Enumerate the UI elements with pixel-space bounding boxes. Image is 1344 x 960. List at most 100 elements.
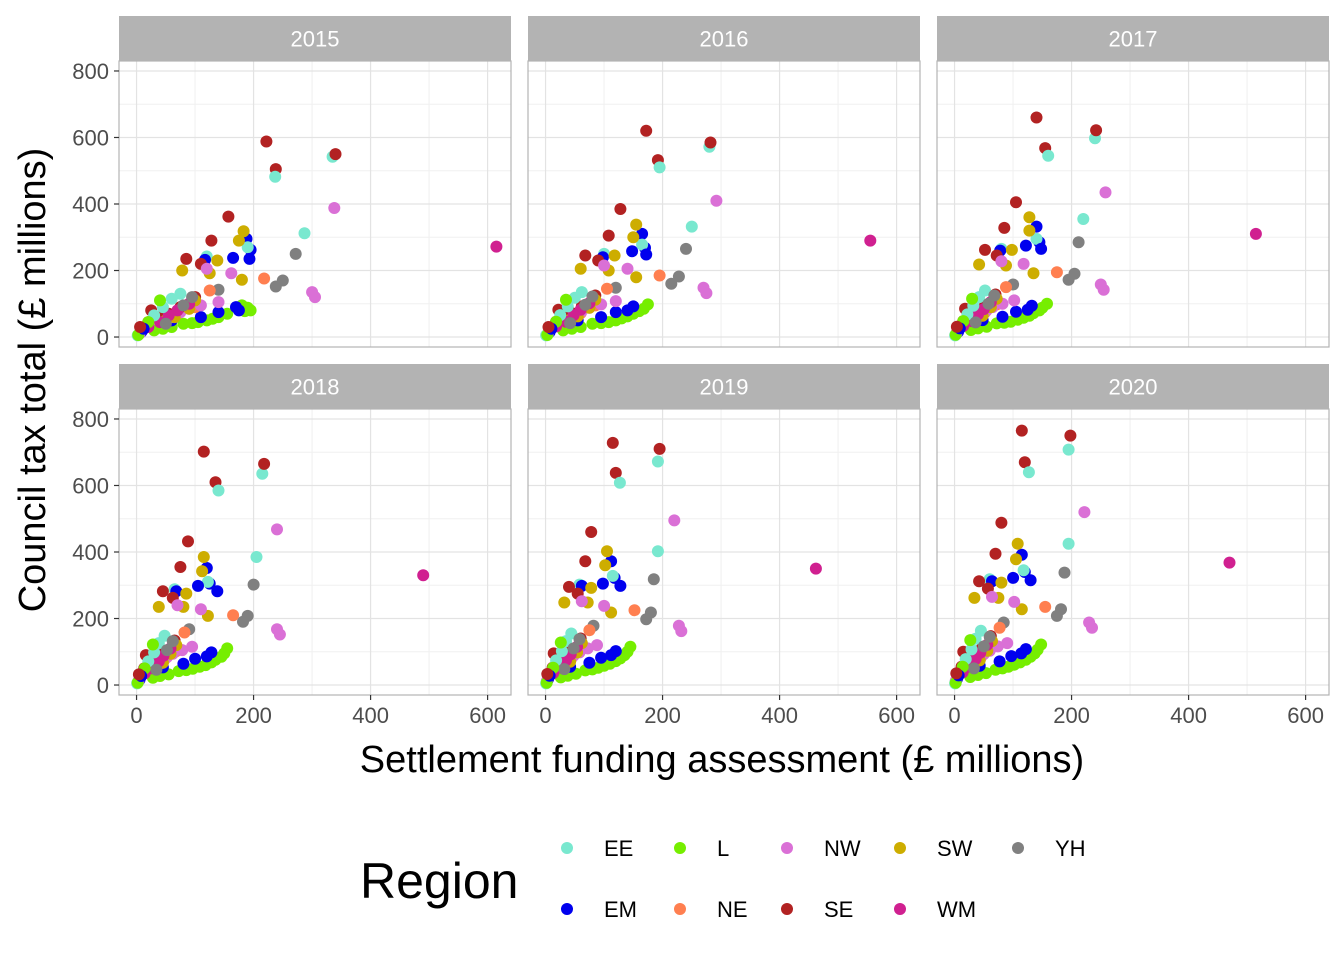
data-point — [211, 585, 224, 598]
data-point — [205, 234, 218, 247]
x-tick-label: 400 — [761, 703, 798, 728]
data-point — [651, 545, 664, 558]
data-point — [996, 310, 1009, 323]
data-point — [1015, 603, 1028, 616]
y-tick-label: 600 — [72, 473, 109, 498]
legend-label: NW — [824, 836, 861, 861]
legend-item-ee: EE — [561, 836, 633, 861]
data-point — [200, 262, 213, 275]
data-point — [653, 161, 666, 174]
data-point — [993, 621, 1006, 634]
data-point — [271, 523, 283, 536]
data-point — [298, 227, 311, 240]
data-point — [995, 576, 1008, 589]
data-point — [1035, 242, 1048, 255]
x-tick-label: 400 — [1170, 703, 1207, 728]
data-point — [628, 604, 641, 617]
data-point — [541, 668, 554, 680]
data-point — [609, 295, 622, 308]
data-point — [212, 484, 225, 497]
data-point — [235, 273, 248, 286]
data-point — [1077, 213, 1090, 225]
legend-key — [894, 903, 906, 915]
x-tick-label: 400 — [352, 703, 389, 728]
data-point — [1023, 224, 1036, 237]
data-point — [269, 280, 282, 293]
facet-strip-label: 2017 — [1109, 27, 1158, 52]
data-point — [675, 625, 688, 638]
panel-border — [936, 408, 1330, 696]
data-point — [1018, 456, 1031, 469]
data-point — [269, 170, 282, 183]
data-point — [973, 575, 986, 588]
legend-item-ne: NE — [674, 897, 748, 922]
data-point — [1030, 232, 1043, 245]
y-tick-label: 800 — [72, 59, 109, 84]
data-point — [575, 595, 588, 608]
data-point — [1249, 227, 1262, 240]
x-tick-label: 200 — [1053, 703, 1090, 728]
data-point — [161, 644, 173, 657]
data-point — [636, 238, 649, 251]
legend-label: EM — [604, 897, 637, 922]
data-point — [1050, 266, 1063, 279]
data-point — [704, 136, 717, 149]
legend-key — [561, 842, 573, 854]
panel-border — [527, 60, 921, 348]
legend-item-sw: SW — [894, 836, 973, 861]
data-point — [1039, 600, 1052, 613]
legend-key — [781, 842, 793, 854]
data-point — [680, 242, 692, 255]
data-point — [614, 203, 627, 215]
data-point — [1062, 537, 1075, 550]
data-point — [982, 297, 995, 310]
data-point — [606, 569, 619, 582]
data-point — [186, 640, 199, 653]
data-point — [1078, 506, 1091, 519]
data-point — [289, 247, 302, 260]
data-point — [595, 311, 608, 324]
x-tick-label: 600 — [878, 703, 915, 728]
data-point — [950, 320, 963, 333]
y-tick-label: 800 — [72, 407, 109, 432]
y-tick-label: 0 — [97, 673, 109, 698]
data-point — [1000, 281, 1012, 294]
data-point — [599, 559, 612, 572]
data-point — [1064, 429, 1077, 442]
data-point — [564, 317, 577, 330]
data-point — [189, 652, 202, 665]
data-point — [965, 643, 978, 656]
data-point — [1062, 273, 1075, 286]
facet-strip-label: 2018 — [291, 375, 340, 400]
facet-panels: 2015 0 200 400 600 800 2016 2017 2018 0 200 400 600 8… — [72, 16, 1330, 728]
data-point — [1024, 574, 1037, 587]
legend-item-wm: WM — [894, 897, 976, 922]
data-point — [417, 569, 430, 582]
data-point — [178, 626, 191, 639]
data-point — [1017, 564, 1030, 577]
facet-panel-2019: 2019 0 200 400 600 — [527, 364, 921, 728]
y-tick-label: 600 — [72, 125, 109, 150]
data-point — [1010, 196, 1022, 209]
data-point — [180, 252, 193, 265]
legend-label: WM — [937, 897, 976, 922]
data-point — [256, 467, 269, 480]
data-point — [182, 535, 194, 548]
data-point — [591, 639, 603, 652]
legend-key — [674, 842, 686, 854]
data-point — [700, 287, 713, 300]
data-point — [1030, 111, 1043, 124]
data-point — [237, 615, 249, 628]
facet-strip-label: 2019 — [700, 375, 749, 400]
data-point — [626, 245, 639, 258]
data-point — [247, 578, 260, 591]
data-point — [973, 258, 986, 271]
data-point — [710, 194, 723, 207]
data-point — [197, 551, 210, 563]
legend-item-l: L — [674, 836, 729, 861]
data-point — [609, 466, 622, 479]
legend-label: L — [717, 836, 729, 861]
x-tick-label: 0 — [130, 703, 142, 728]
data-point — [586, 290, 599, 303]
